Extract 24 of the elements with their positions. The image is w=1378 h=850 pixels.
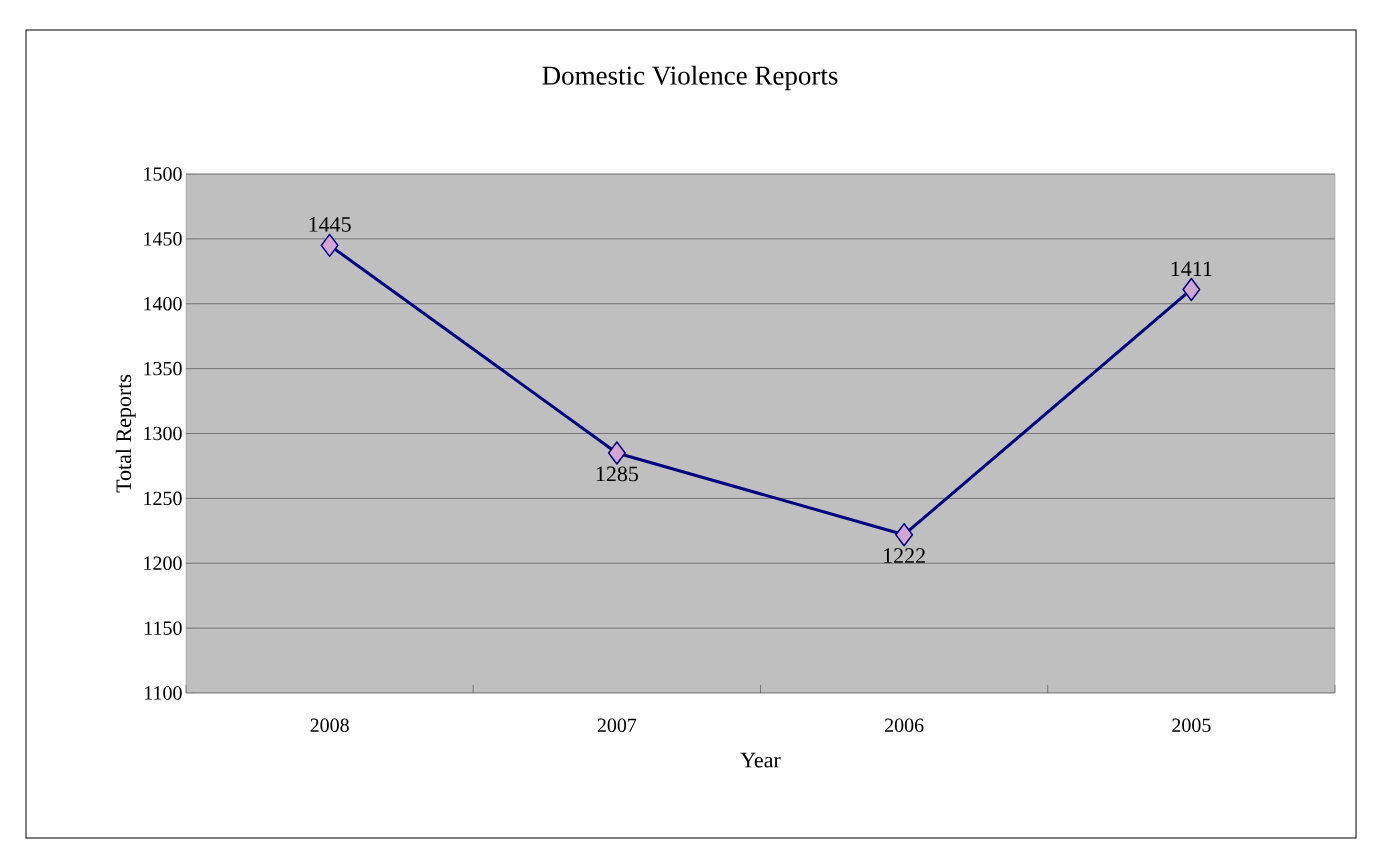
x-tick-label: 2005 [1172, 718, 1211, 733]
point [1182, 277, 1201, 302]
y-axis-title: Total Reports [115, 374, 136, 493]
point [895, 522, 914, 547]
data-label: 1411 [1171, 261, 1212, 276]
point [607, 441, 626, 465]
y-tick-label: 1100 [144, 686, 182, 700]
y-tick-label: 1500 [144, 167, 182, 181]
data-label: 1285 [596, 466, 639, 482]
x-tick-label: 2007 [597, 718, 637, 733]
x-tick-label: 2006 [884, 718, 924, 733]
y-tick-label: 1250 [144, 491, 182, 506]
data-label: 1445 [309, 217, 351, 232]
y-tick-label: 1450 [144, 232, 182, 246]
chart-title: Domestic Violence Reports [542, 65, 838, 91]
x-tick-label: 2008 [310, 718, 349, 733]
y-tick-label: 1300 [144, 426, 182, 441]
y-tick-label: 1350 [144, 361, 182, 376]
x-axis-title: Year [740, 752, 781, 768]
point [320, 233, 339, 258]
data-label: 1222 [884, 548, 925, 563]
y-tick-label: 1150 [144, 621, 182, 635]
y-tick-label: 1200 [144, 556, 182, 570]
y-tick-label: 1400 [144, 297, 182, 311]
